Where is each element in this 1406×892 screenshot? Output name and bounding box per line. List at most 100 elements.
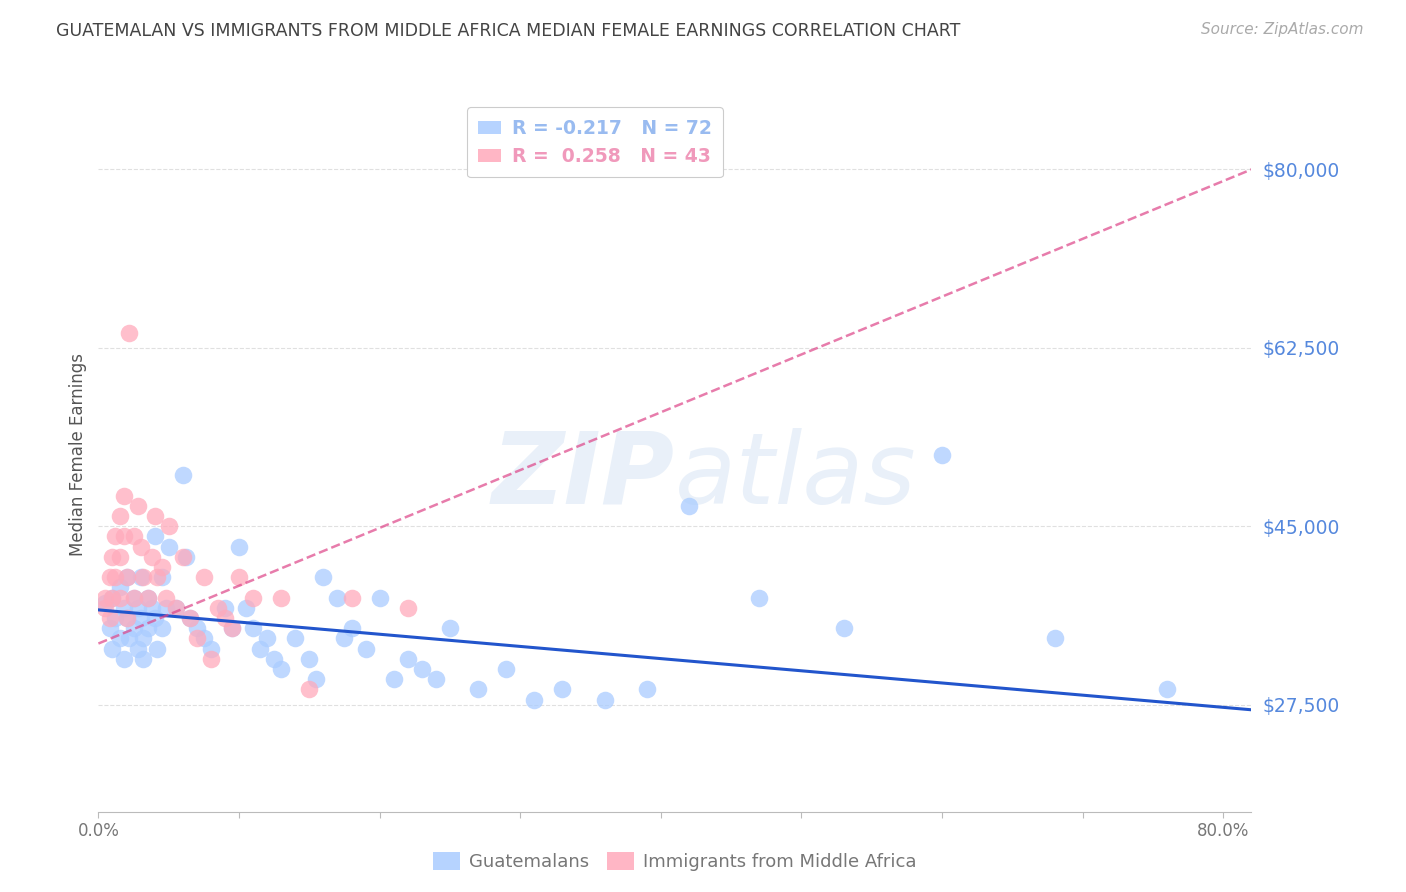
Point (207, 600, 229, 615)
Point (132, 570, 155, 584)
Point (143, 529, 166, 543)
Point (333, 632, 356, 646)
Point (98, 570, 121, 584)
Point (118, 326, 141, 340)
Point (200, 641, 222, 656)
Point (242, 591, 264, 605)
Point (129, 570, 152, 584)
Point (136, 591, 159, 605)
Point (127, 600, 149, 615)
Text: GUATEMALAN VS IMMIGRANTS FROM MIDDLE AFRICA MEDIAN FEMALE EARNINGS CORRELATION C: GUATEMALAN VS IMMIGRANTS FROM MIDDLE AFR… (56, 22, 960, 40)
Point (382, 672, 405, 686)
Point (115, 611, 138, 625)
Point (439, 621, 461, 635)
Point (112, 489, 135, 503)
Point (214, 611, 236, 625)
Point (270, 591, 292, 605)
Point (396, 652, 419, 666)
Y-axis label: Median Female Earnings: Median Female Earnings (69, 353, 87, 557)
Point (122, 591, 145, 605)
Point (931, 448, 953, 462)
Point (263, 652, 285, 666)
Point (748, 591, 770, 605)
Point (368, 591, 391, 605)
Point (186, 632, 208, 646)
Point (832, 621, 855, 635)
Point (172, 549, 194, 564)
Point (425, 672, 447, 686)
Point (136, 591, 159, 605)
Legend: R = -0.217   N = 72, R =  0.258   N = 43: R = -0.217 N = 72, R = 0.258 N = 43 (467, 108, 723, 178)
Point (108, 632, 131, 646)
Point (122, 591, 145, 605)
Point (298, 682, 321, 697)
Point (155, 591, 177, 605)
Point (214, 600, 236, 615)
Text: ZIP: ZIP (492, 428, 675, 524)
Point (193, 570, 215, 584)
Point (141, 600, 163, 615)
Point (101, 591, 124, 605)
Point (678, 499, 700, 513)
Point (298, 652, 321, 666)
Point (122, 621, 145, 635)
Point (179, 611, 201, 625)
Point (305, 672, 328, 686)
Point (143, 509, 166, 524)
Point (108, 591, 131, 605)
Point (172, 468, 194, 483)
Point (112, 600, 135, 615)
Point (312, 570, 335, 584)
Point (94, 591, 117, 605)
Point (104, 611, 127, 625)
Point (115, 570, 138, 584)
Point (129, 540, 152, 554)
Point (228, 540, 250, 554)
Point (150, 570, 173, 584)
Point (141, 549, 163, 564)
Point (284, 632, 307, 646)
Point (104, 570, 127, 584)
Point (150, 560, 173, 574)
Point (256, 632, 278, 646)
Point (551, 682, 574, 697)
Point (242, 621, 264, 635)
Point (146, 570, 169, 584)
Point (101, 591, 124, 605)
Point (101, 549, 124, 564)
Point (155, 600, 177, 615)
Point (593, 692, 616, 706)
Point (132, 652, 155, 666)
Point (122, 529, 145, 543)
Point (165, 600, 187, 615)
Point (326, 591, 349, 605)
Point (221, 621, 243, 635)
Point (1043, 632, 1066, 646)
Point (146, 641, 169, 656)
Point (354, 641, 377, 656)
Point (143, 611, 166, 625)
Point (270, 662, 292, 676)
Point (1156, 682, 1178, 697)
Point (112, 529, 135, 543)
Point (396, 600, 419, 615)
Point (186, 621, 208, 635)
Point (108, 581, 131, 595)
Point (411, 662, 433, 676)
Point (150, 621, 173, 635)
Point (112, 652, 135, 666)
Point (179, 611, 201, 625)
Point (467, 682, 489, 697)
Point (157, 540, 180, 554)
Point (165, 600, 187, 615)
Legend: Guatemalans, Immigrants from Middle Africa: Guatemalans, Immigrants from Middle Afri… (426, 845, 924, 879)
Point (636, 682, 658, 697)
Point (523, 692, 546, 706)
Point (127, 499, 149, 513)
Point (115, 570, 138, 584)
Point (235, 600, 257, 615)
Text: atlas: atlas (675, 428, 917, 524)
Point (249, 641, 271, 656)
Text: Source: ZipAtlas.com: Source: ZipAtlas.com (1201, 22, 1364, 37)
Point (127, 641, 149, 656)
